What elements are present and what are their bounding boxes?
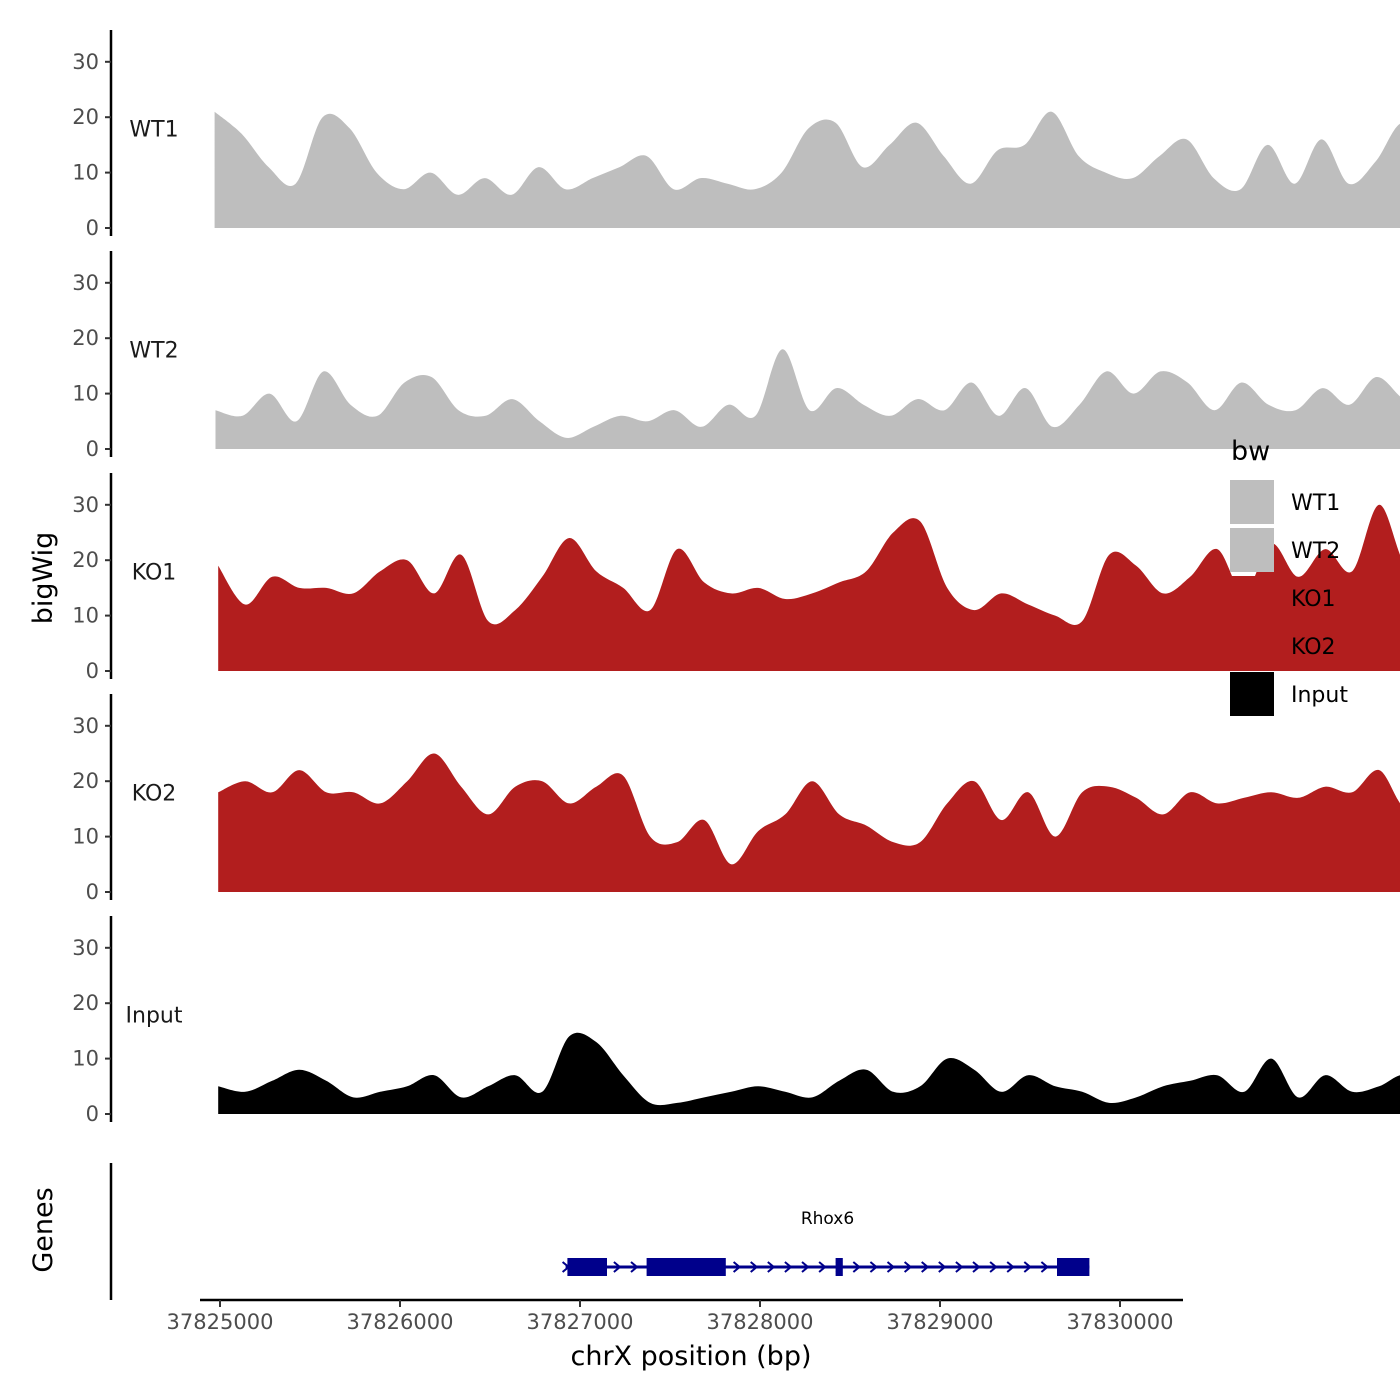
area-wt2 xyxy=(215,349,1400,449)
strand-arrow xyxy=(1023,1261,1032,1273)
track-input: 0 10 20 30 Input xyxy=(72,916,1400,1126)
gene-exon xyxy=(567,1258,607,1276)
strand-arrow xyxy=(869,1261,878,1273)
strand-arrow xyxy=(903,1261,913,1273)
legend-key-ko1 xyxy=(1230,576,1274,620)
strand-arrow xyxy=(732,1261,742,1273)
y-tick-label: 20 xyxy=(72,991,99,1015)
legend-key-input xyxy=(1230,672,1274,716)
strand-arrow xyxy=(852,1261,861,1273)
track-label-input: Input xyxy=(126,1004,183,1029)
y-tick-label: 0 xyxy=(86,880,99,904)
track-label-wt1: WT1 xyxy=(129,118,178,143)
gene-label: Rhox6 xyxy=(801,1209,854,1229)
area-wt1 xyxy=(214,111,1400,228)
strand-arrow xyxy=(613,1261,622,1273)
gene-exon xyxy=(835,1258,843,1276)
gene-exon xyxy=(1057,1258,1090,1276)
y-tick-label: 0 xyxy=(86,1102,99,1126)
gene-panel: Rhox6 xyxy=(109,1163,1090,1300)
strand-arrow xyxy=(921,1261,930,1273)
y-tick-label: 10 xyxy=(72,825,99,849)
legend-label-ko1: KO1 xyxy=(1291,587,1336,612)
legend-label-wt2: WT2 xyxy=(1291,539,1340,564)
area-ko1 xyxy=(218,504,1400,671)
legend-key-ko2 xyxy=(1230,624,1274,668)
y-tick-label: 20 xyxy=(72,105,99,129)
strand-arrow xyxy=(1006,1261,1015,1273)
legend-entries: WT1 WT2 KO1 KO2 Input xyxy=(1230,480,1348,716)
strand-arrow xyxy=(886,1261,896,1273)
strand-arrow xyxy=(784,1261,793,1273)
legend-key-wt1 xyxy=(1230,480,1274,524)
track-ko1: 0 10 20 30 KO1 xyxy=(72,473,1400,683)
y-tick-label: 0 xyxy=(86,659,99,683)
y-tick-label: 30 xyxy=(72,50,99,74)
x-axis: 37825000 37826000 37827000 37828000 37829000… xyxy=(167,1298,1183,1334)
y-tick-label: 30 xyxy=(72,493,99,517)
track-label-ko1: KO1 xyxy=(132,561,177,586)
x-tick-label: 37830000 xyxy=(1067,1310,1174,1334)
track-wt2: 0 10 20 30 WT2 xyxy=(72,251,1400,461)
x-tick-label: 37827000 xyxy=(527,1310,634,1334)
track-wt1: 0 10 20 30 WT1 xyxy=(72,30,1400,240)
y-axis-title: bigWig xyxy=(28,532,59,625)
genes-axis-title: Genes xyxy=(28,1187,59,1272)
area-input xyxy=(218,1032,1400,1114)
y-tick-label: 30 xyxy=(72,714,99,738)
track-label-ko2: KO2 xyxy=(132,782,177,807)
strand-arrow xyxy=(767,1261,776,1273)
legend-key-wt2 xyxy=(1230,528,1274,572)
y-tick-label: 20 xyxy=(72,548,99,572)
strand-arrow xyxy=(801,1261,810,1273)
x-axis-title: chrX position (bp) xyxy=(570,1341,811,1372)
x-axis-ticks: 37825000 37826000 37827000 37828000 37829000… xyxy=(167,1300,1174,1334)
legend-label-input: Input xyxy=(1291,683,1348,708)
strand-arrow xyxy=(972,1261,981,1273)
y-tick-label: 10 xyxy=(72,161,99,185)
strand-arrow xyxy=(630,1261,639,1273)
track-label-wt2: WT2 xyxy=(129,339,178,364)
y-tick-label: 20 xyxy=(72,326,99,350)
gene-model xyxy=(561,1258,1090,1276)
strand-arrow xyxy=(989,1261,998,1273)
legend-label-wt1: WT1 xyxy=(1291,491,1340,516)
x-tick-label: 37829000 xyxy=(887,1310,994,1334)
y-tick-label: 30 xyxy=(72,936,99,960)
legend-label-ko2: KO2 xyxy=(1291,635,1336,660)
y-tick-label: 0 xyxy=(86,216,99,240)
x-tick-label: 37825000 xyxy=(167,1310,274,1334)
bigwig-tracks: 0 10 20 30 WT1 0 10 20 30 WT2 0 10 20 30 KO1 0 10 20 30 KO2… xyxy=(72,30,1400,1126)
y-tick-label: 10 xyxy=(72,382,99,406)
strand-arrow xyxy=(1040,1261,1049,1273)
x-tick-label: 37826000 xyxy=(347,1310,454,1334)
area-ko2 xyxy=(218,753,1400,892)
x-tick-label: 37828000 xyxy=(707,1310,814,1334)
track-ko2: 0 10 20 30 KO2 xyxy=(72,694,1400,904)
strand-arrow xyxy=(818,1261,827,1273)
y-tick-label: 10 xyxy=(72,1047,99,1071)
strand-arrow xyxy=(750,1261,759,1273)
strand-arrow xyxy=(938,1261,947,1273)
y-tick-label: 0 xyxy=(86,437,99,461)
y-tick-label: 20 xyxy=(72,769,99,793)
legend: bw WT1 WT2 KO1 KO2 Input xyxy=(1230,436,1348,716)
y-tick-label: 30 xyxy=(72,271,99,295)
strand-arrow xyxy=(955,1261,964,1273)
legend-title: bw xyxy=(1231,436,1270,467)
y-tick-label: 10 xyxy=(72,604,99,628)
gene-exon xyxy=(646,1258,726,1276)
